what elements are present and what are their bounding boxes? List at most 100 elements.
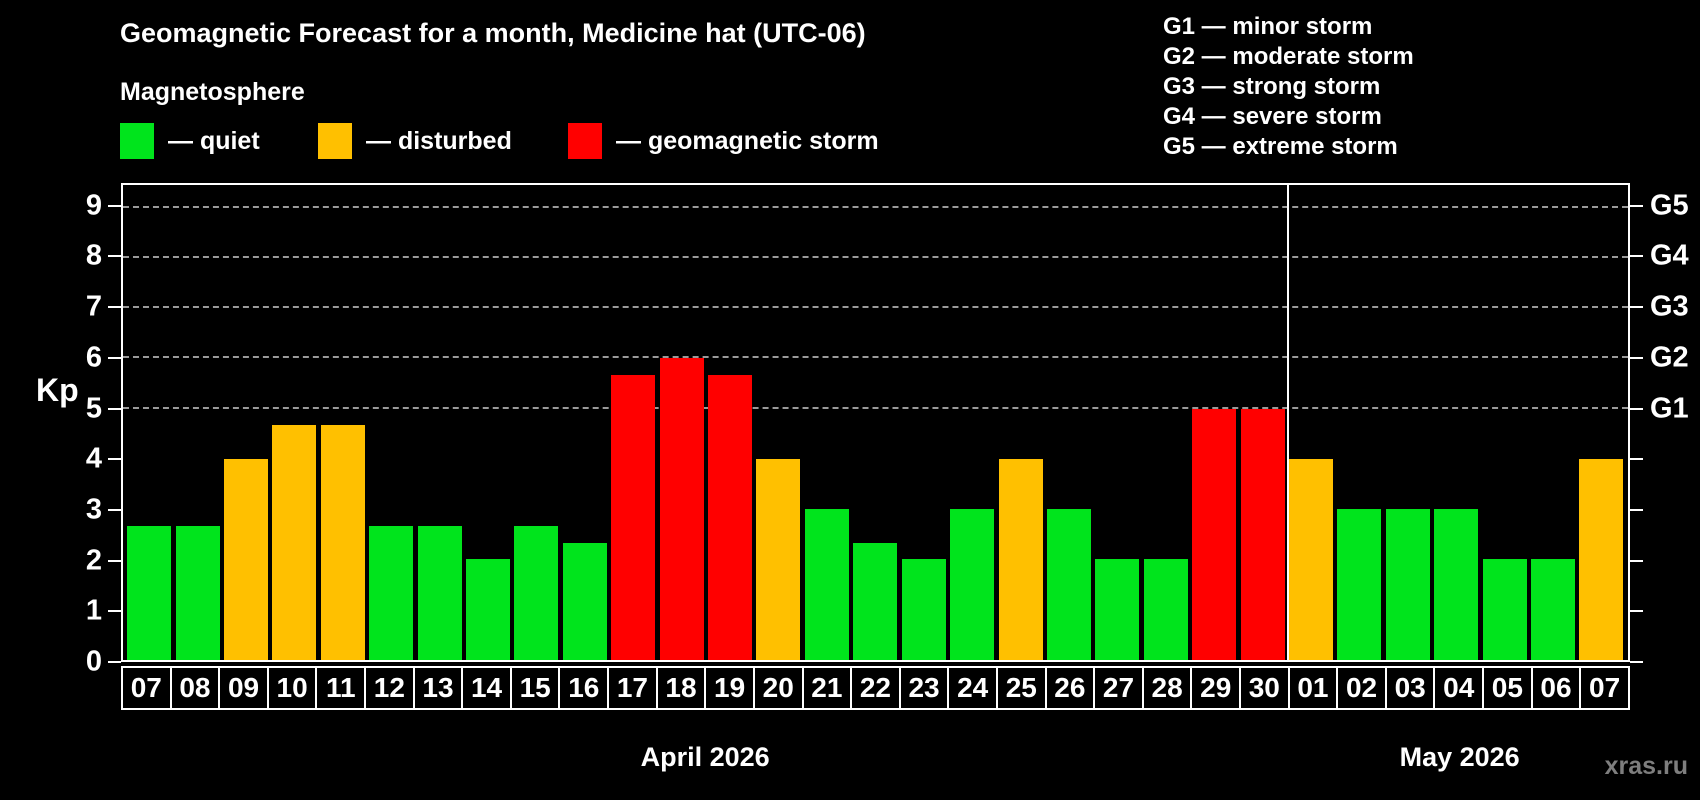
g-scale-legend: G1 — minor storm G2 — moderate storm G3 … — [1163, 12, 1414, 162]
date-cell: 06 — [1530, 666, 1582, 710]
x-axis-date-row: 07 08 09 10 11 12 13 14 15 16 17 18 19 20 21 22 23 24 25 26… — [121, 666, 1630, 710]
date-cell: 19 — [704, 666, 755, 710]
date-cell: 04 — [1433, 666, 1485, 710]
y-axis-tick-left — [108, 508, 121, 511]
month-separator-line — [1287, 185, 1290, 660]
kp-bar — [224, 458, 269, 660]
chart-subtitle: Magnetosphere — [120, 78, 305, 106]
date-cell: 16 — [558, 666, 610, 710]
y-axis-tick-right — [1630, 255, 1643, 258]
g-scale-legend-item-g1: G1 — minor storm — [1163, 13, 1373, 40]
y-axis-label-kp0: 0 — [85, 645, 102, 678]
date-cell: 12 — [364, 666, 415, 710]
disturbed-swatch-icon — [318, 123, 352, 159]
g-scale-legend-item-g5: G5 — extreme storm — [1163, 133, 1398, 160]
y-axis-tick-right — [1630, 610, 1643, 613]
y-axis-tick-right — [1630, 204, 1643, 207]
date-cell: 10 — [266, 666, 318, 710]
y-axis-label-kp8: 8 — [85, 239, 102, 272]
y-axis-label-kp7: 7 — [85, 290, 102, 323]
y-axis-title: Kp — [36, 372, 79, 408]
y-axis-tick-right — [1630, 559, 1643, 562]
y-axis-tick-left — [108, 255, 121, 258]
kp-bar — [1337, 509, 1382, 660]
storm-swatch-icon — [568, 123, 602, 159]
kp-bar — [1143, 559, 1188, 660]
kp-bar — [417, 525, 462, 660]
date-cell: 15 — [509, 666, 561, 710]
kp-bar — [950, 509, 995, 660]
y-axis-tick-right — [1630, 508, 1643, 511]
kp-bar — [708, 375, 753, 660]
watermark: xras.ru — [1604, 752, 1688, 780]
kp-bar — [320, 425, 365, 660]
date-cell: 21 — [801, 666, 853, 710]
kp-bar — [272, 425, 317, 660]
y-axis-tick-left — [108, 407, 121, 410]
date-cell: 20 — [752, 666, 804, 710]
legend-item-storm: — geomagnetic storm — [568, 122, 879, 160]
y-axis-tick-right — [1630, 458, 1643, 461]
y-axis-tick-left — [108, 204, 121, 207]
kp-bar — [127, 525, 172, 660]
kp-bar — [514, 525, 559, 660]
y-axis-label-kp1: 1 — [85, 594, 102, 627]
g-scale-legend-item-g4: G4 — severe storm — [1163, 103, 1382, 130]
kp-bar — [998, 458, 1043, 660]
kp-bar — [1434, 509, 1479, 660]
date-cell: 25 — [995, 666, 1047, 710]
y-axis-label-kp5: 5 — [85, 392, 102, 425]
plot-area — [121, 183, 1630, 662]
date-cell: 07 — [1579, 666, 1630, 710]
y-axis-label-kp6: 6 — [85, 341, 102, 374]
kp-bar — [1385, 509, 1430, 660]
date-cell: 17 — [607, 666, 658, 710]
date-cell: 18 — [655, 666, 707, 710]
kp-bar — [1046, 509, 1091, 660]
kp-bar — [901, 559, 946, 660]
y-axis-label-kp4: 4 — [85, 442, 102, 475]
chart-title: Geomagnetic Forecast for a month, Medici… — [120, 18, 866, 48]
kp-bar — [853, 542, 898, 660]
kp-bar — [1095, 559, 1140, 660]
g-scale-legend-item-g2: G2 — moderate storm — [1163, 43, 1414, 70]
date-cell: 13 — [412, 666, 464, 710]
y-axis-tick-left — [108, 458, 121, 461]
gridline-kp9 — [123, 205, 1628, 208]
date-cell: 01 — [1287, 666, 1339, 710]
y-axis-tick-left — [108, 559, 121, 562]
legend-item-quiet: — quiet — [120, 122, 260, 160]
date-cell: 28 — [1141, 666, 1193, 710]
date-cell: 24 — [947, 666, 998, 710]
g-scale-axis-label-g3: G3 — [1650, 290, 1689, 323]
y-axis-tick-left — [108, 661, 121, 663]
g-scale-axis-label-g4: G4 — [1650, 239, 1689, 272]
kp-bar — [659, 358, 704, 660]
legend-label-disturbed: — disturbed — [366, 126, 512, 155]
gridline-kp7 — [123, 306, 1628, 309]
chart-area: 0 1 2 3 4 5 6 7 8 9 G1 G2 G3 G4 G5 — [0, 183, 1700, 678]
gridline-kp8 — [123, 255, 1628, 258]
kp-bar — [466, 559, 511, 660]
gridline-kp5 — [123, 406, 1628, 409]
y-axis-tick-right — [1630, 306, 1643, 309]
y-axis-tick-right — [1630, 356, 1643, 359]
legend-label-storm: — geomagnetic storm — [616, 126, 879, 155]
g-scale-legend-item-g3: G3 — strong storm — [1163, 73, 1381, 100]
legend-item-disturbed: — disturbed — [318, 122, 512, 160]
kp-bar — [369, 525, 414, 660]
y-axis-tick-left — [108, 306, 121, 309]
y-axis-tick-left — [108, 610, 121, 613]
gridline-kp6 — [123, 356, 1628, 359]
date-cell: 05 — [1482, 666, 1533, 710]
date-cell: 03 — [1384, 666, 1436, 710]
kp-bar — [1530, 559, 1575, 660]
month-label-may: May 2026 — [1399, 742, 1520, 772]
kp-bar — [1240, 408, 1285, 660]
legend-label-quiet: — quiet — [168, 126, 260, 155]
kp-bar — [804, 509, 849, 660]
date-cell: 29 — [1190, 666, 1242, 710]
date-cell: 14 — [461, 666, 512, 710]
date-cell: 11 — [315, 666, 367, 710]
